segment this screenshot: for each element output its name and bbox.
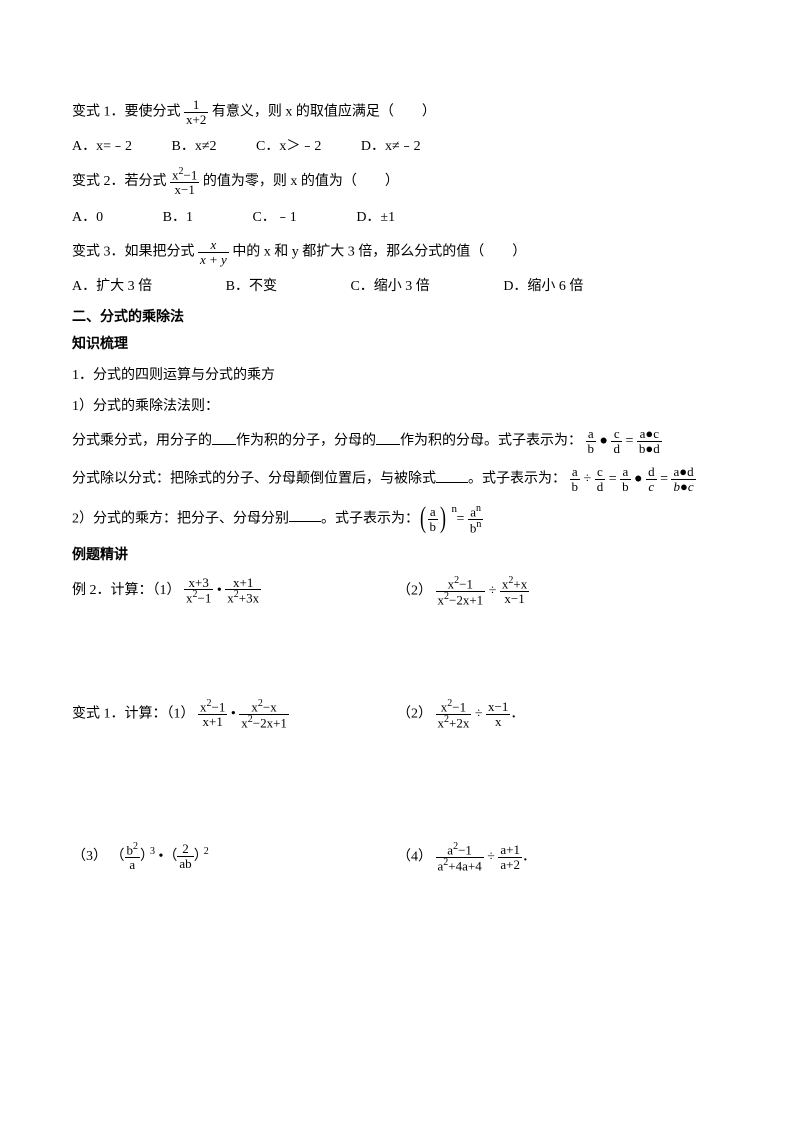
text: 分式乘分式，用分子的 bbox=[72, 434, 212, 449]
frac: x+3 x2−1 bbox=[184, 576, 213, 606]
frac: 2 ab bbox=[177, 842, 193, 870]
example-2-part-1: 例 2．计算：（1） x+3 x2−1 • x+1 x2+3x bbox=[72, 576, 397, 607]
k1: 1．分式的四则运算与分式的乘方 bbox=[72, 365, 722, 386]
text: 作为积的分子，分母的 bbox=[236, 434, 376, 449]
example-2: 例 2．计算：（1） x+3 x2−1 • x+1 x2+3x （2） x2−1… bbox=[72, 576, 722, 607]
variant-1-calc-3: （3） （ b2 a ）3 •（ 2 ab ）2 bbox=[72, 842, 397, 873]
option-b: B．1 bbox=[163, 207, 193, 228]
frac: x−1 x bbox=[486, 700, 510, 728]
label: （4） bbox=[397, 849, 432, 864]
text: 。式子表示为： bbox=[321, 511, 419, 526]
variant-3-options: A．扩大 3 倍 B．不变 C．缩小 3 倍 D．缩小 6 倍 bbox=[72, 276, 722, 297]
frac: b2 a bbox=[125, 842, 141, 872]
text: 分式除以分式：把除式的分子、分母颠倒位置后，与被除式 bbox=[72, 472, 436, 487]
frac: x2+x x−1 bbox=[500, 576, 529, 606]
variant-1-calc-2: （2） x2−1 x2+2x ÷ x−1 x ． bbox=[397, 699, 722, 730]
examples-heading: 例题精讲 bbox=[72, 545, 722, 566]
option-a: A．0 bbox=[72, 207, 103, 228]
label: （3） bbox=[72, 849, 107, 864]
text: 。式子表示为： bbox=[468, 472, 566, 487]
frac: a●db●c bbox=[671, 465, 695, 493]
frac: x2−1 x+1 bbox=[198, 699, 227, 729]
blank bbox=[436, 469, 468, 483]
frac: cd bbox=[595, 465, 606, 493]
variant-1-options: A．x=﹣2 B．x≠2 C．x＞﹣2 D．x≠﹣2 bbox=[72, 136, 722, 157]
option-c: C．﹣1 bbox=[252, 207, 296, 228]
blank bbox=[289, 509, 321, 523]
section-2-title: 二、分式的乘除法 bbox=[72, 307, 722, 328]
text: 中的 x 和 y 都扩大 3 倍，那么分式的值（ ） bbox=[232, 244, 526, 259]
label: 变式 1．计算：（1） bbox=[72, 706, 195, 721]
frac-a-b: ab bbox=[586, 427, 597, 455]
label: （2） bbox=[397, 583, 432, 598]
blank bbox=[212, 431, 236, 445]
frac: x2−1 x2−2x+1 bbox=[436, 576, 486, 607]
paren-frac: ( ab ) n bbox=[423, 505, 444, 533]
variant-1-question: 变式 1．要使分式 1 x+2 有意义，则 x 的取值应满足（ ） bbox=[72, 98, 722, 126]
option-b: B．x≠2 bbox=[172, 136, 217, 157]
k1c-line: 分式除以分式：把除式的分子、分母颠倒位置后，与被除式。式子表示为： ab ÷ c… bbox=[72, 465, 722, 493]
frac: ab bbox=[620, 465, 631, 493]
frac: a+1 a+2 bbox=[498, 843, 522, 871]
option-c: C．x＞﹣2 bbox=[256, 136, 321, 157]
option-c: C．缩小 3 倍 bbox=[350, 276, 429, 297]
fraction: x x + y bbox=[198, 238, 229, 266]
variant-3-question: 变式 3．如果把分式 x x + y 中的 x 和 y 都扩大 3 倍，那么分式… bbox=[72, 238, 722, 266]
text: 变式 1．要使分式 bbox=[72, 104, 181, 119]
text: 的值为零，则 x 的值为（ ） bbox=[203, 174, 399, 189]
example-2-part-2: （2） x2−1 x2−2x+1 ÷ x2+x x−1 bbox=[397, 576, 722, 607]
text: 变式 3．如果把分式 bbox=[72, 244, 195, 259]
text: 2）分式的乘方：把分子、分母分别 bbox=[72, 511, 289, 526]
option-d: D．±1 bbox=[356, 207, 395, 228]
label: 例 2．计算：（1） bbox=[72, 583, 181, 598]
text: 作为积的分母。式子表示为： bbox=[400, 434, 582, 449]
fraction: x2−1 x−1 bbox=[170, 167, 199, 197]
k1b-line: 分式乘分式，用分子的作为积的分子，分母的作为积的分母。式子表示为： ab ● c… bbox=[72, 427, 722, 455]
variant-1-calc-row2: （3） （ b2 a ）3 •（ 2 ab ）2 （4） a2−1 a2+4a+… bbox=[72, 842, 722, 873]
frac: x2−1 x2+2x bbox=[436, 699, 472, 730]
knowledge-heading: 知识梳理 bbox=[72, 334, 722, 355]
frac-ac-bd: a●cb●d bbox=[637, 427, 662, 455]
option-b: B．不变 bbox=[226, 276, 277, 297]
frac: a2−1 a2+4a+4 bbox=[436, 842, 484, 873]
variant-1-calc-row1: 变式 1．计算：（1） x2−1 x+1 • x2−x x2−2x+1 （2） … bbox=[72, 699, 722, 730]
variant-1-calc-4: （4） a2−1 a2+4a+4 ÷ a+1 a+2 ． bbox=[397, 842, 722, 873]
frac: an bn bbox=[468, 504, 484, 535]
option-a: A．x=﹣2 bbox=[72, 136, 132, 157]
text: 变式 2．若分式 bbox=[72, 174, 167, 189]
option-d: D．缩小 6 倍 bbox=[503, 276, 583, 297]
fraction: 1 x+2 bbox=[184, 98, 208, 126]
frac: x2−x x2−2x+1 bbox=[239, 699, 289, 730]
frac: x+1 x2+3x bbox=[225, 576, 261, 606]
frac: ab bbox=[570, 465, 581, 493]
frac: dc bbox=[646, 465, 657, 493]
variant-1-calc-1: 变式 1．计算：（1） x2−1 x+1 • x2−x x2−2x+1 bbox=[72, 699, 397, 730]
variant-2-options: A．0 B．1 C．﹣1 D．±1 bbox=[72, 207, 722, 228]
variant-2-question: 变式 2．若分式 x2−1 x−1 的值为零，则 x 的值为（ ） bbox=[72, 167, 722, 197]
k2-line: 2）分式的乘方：把分子、分母分别。式子表示为： ( ab ) n = an bn bbox=[72, 504, 722, 535]
label: （2） bbox=[397, 706, 432, 721]
text: 有意义，则 x 的取值应满足（ ） bbox=[212, 104, 436, 119]
blank bbox=[376, 431, 400, 445]
option-a: A．扩大 3 倍 bbox=[72, 276, 152, 297]
option-d: D．x≠﹣2 bbox=[361, 136, 421, 157]
frac-c-d: cd bbox=[611, 427, 622, 455]
k1a: 1）分式的乘除法法则： bbox=[72, 396, 722, 417]
